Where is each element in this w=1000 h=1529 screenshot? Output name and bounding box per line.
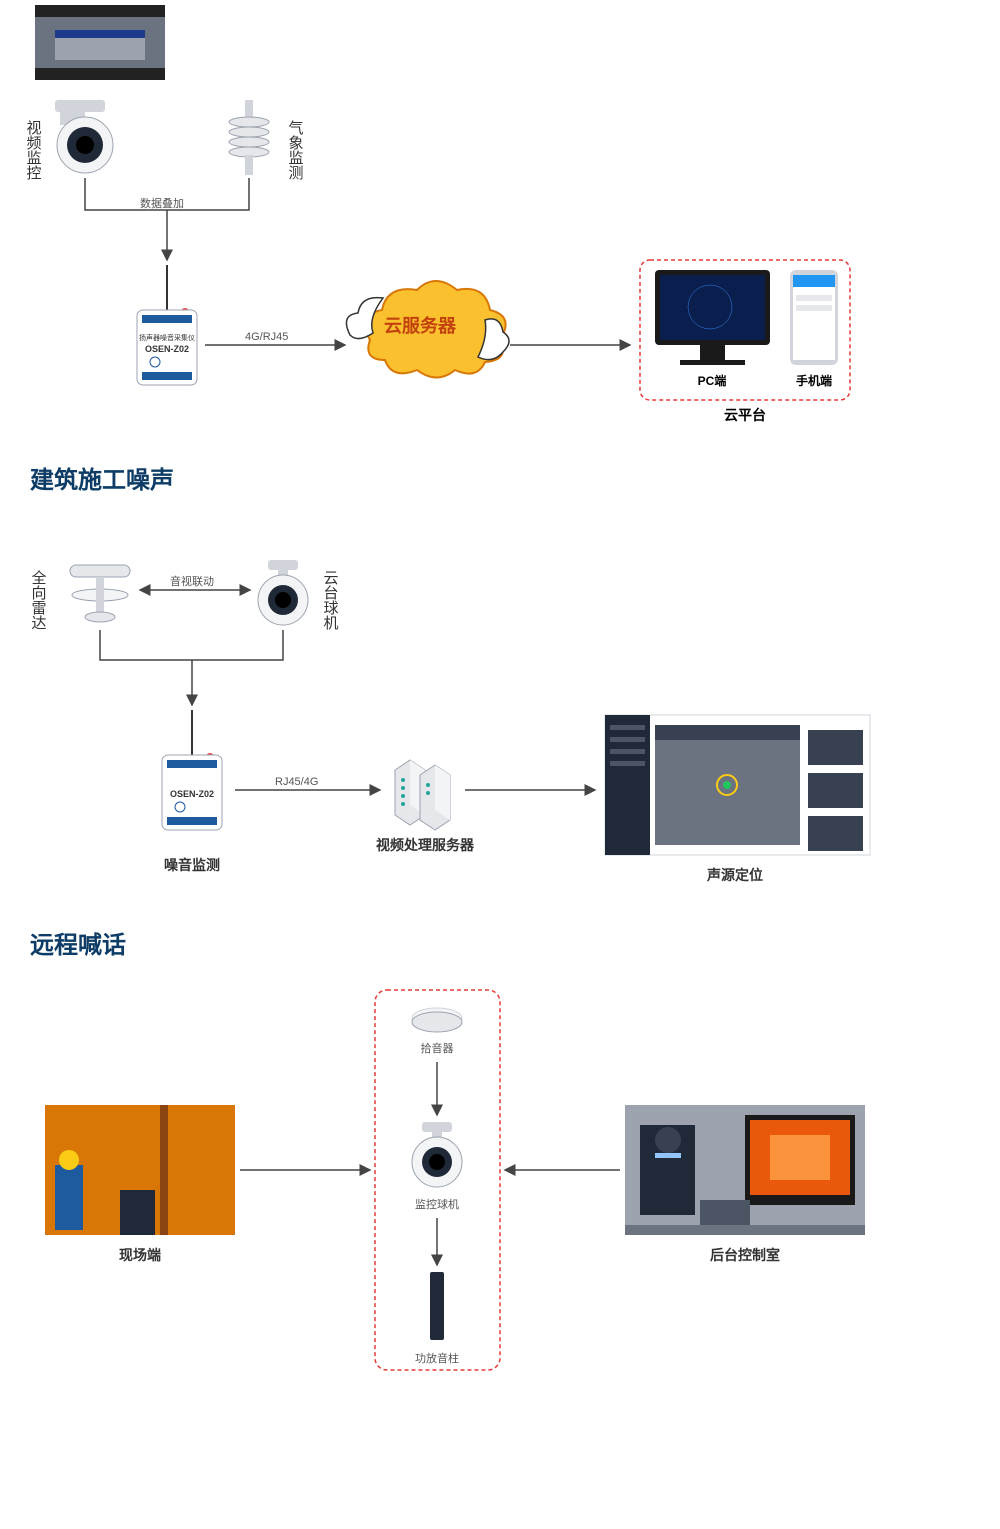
link-label-1: 4G/RJ45 [245, 331, 288, 343]
pc-label: PC端 [698, 373, 727, 388]
server-label: 视频处理服务器 [376, 837, 475, 853]
section-2-title: 建筑施工噪声 [0, 440, 1000, 505]
cloud-server: 云服务器 [346, 281, 509, 378]
diagram-3-svg: 现场端 拾音器 监控球机 功放音柱 后台控制室 [0, 970, 1000, 1380]
phone-label: 手机端 [796, 373, 832, 388]
output-screenshot [605, 715, 870, 855]
cloud-platform: PC端 手机端 云平台 [640, 260, 850, 423]
output-label: 声源定位 [706, 867, 763, 883]
noise-device: 扬声器噪音采集仪 OSEN-Z02 [137, 265, 197, 385]
center-cam-label: 监控球机 [415, 1197, 459, 1211]
radar-device [70, 565, 130, 622]
diagram-1-svg: 视频监控 气象监测 数据叠加 扬声器噪音采集仪 OSEN-Z02 4G/RJ45… [0, 0, 1000, 440]
diagram-1: 视频监控 气象监测 数据叠加 扬声器噪音采集仪 OSEN-Z02 4G/RJ45… [0, 0, 1000, 440]
camera-label: 视频监控 [25, 120, 42, 181]
weather-label: 气象监测 [287, 120, 304, 180]
svg-text:扬声器噪音采集仪: 扬声器噪音采集仪 [139, 333, 195, 342]
cam-label: 云台球机 [322, 570, 339, 631]
site-label: 现场端 [119, 1247, 161, 1263]
svg-text:OSEN-Z02: OSEN-Z02 [170, 789, 214, 799]
center-camera [412, 1122, 462, 1187]
control-photo [625, 1105, 865, 1235]
platform-label: 云平台 [724, 407, 766, 423]
speaker-column [430, 1272, 444, 1340]
cctv-thumbnail [35, 5, 165, 80]
merge-line-2 [100, 630, 283, 660]
weather-sensor [229, 100, 269, 175]
speaker-label: 功放音柱 [415, 1351, 459, 1365]
mic-label: 拾音器 [421, 1041, 454, 1055]
diagram-3: 现场端 拾音器 监控球机 功放音柱 后台控制室 [0, 970, 1000, 1380]
ptz-camera [258, 560, 308, 625]
merge-label: 数据叠加 [140, 196, 184, 210]
linkage-label: 音视联动 [170, 574, 214, 588]
noise-device-2: OSEN-Z02 [162, 710, 222, 830]
dome-camera [55, 100, 113, 173]
noise-label: 噪音监测 [164, 857, 220, 873]
video-server [395, 760, 450, 830]
diagram-2: 全向雷达 音视联动 云台球机 OSEN-Z02 噪音监测 RJ45/4G [0, 505, 1000, 905]
section-3-title: 远程喊话 [0, 905, 1000, 970]
device-model: OSEN-Z02 [145, 344, 189, 354]
mic-device [412, 1008, 462, 1032]
link-label-2: RJ45/4G [275, 776, 318, 788]
diagram-2-svg: 全向雷达 音视联动 云台球机 OSEN-Z02 噪音监测 RJ45/4G [0, 505, 1000, 905]
radar-label: 全向雷达 [30, 569, 47, 630]
control-label: 后台控制室 [710, 1247, 780, 1263]
cloud-label: 云服务器 [384, 315, 457, 336]
site-photo [45, 1105, 235, 1235]
